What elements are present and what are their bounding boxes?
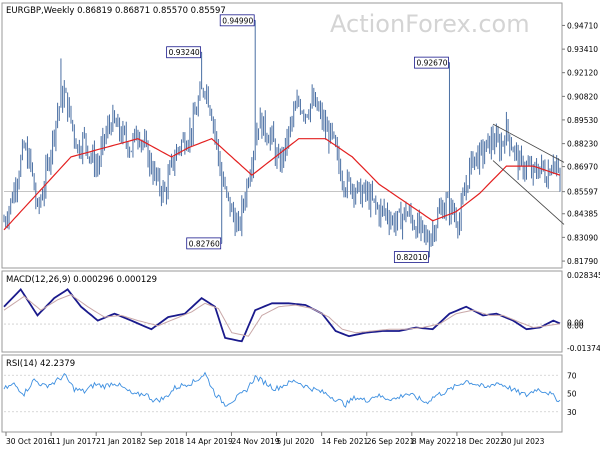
channel-lower-line (492, 160, 565, 225)
macd-tick-label: 0.00 (567, 321, 584, 330)
price-tick-label: 0.92120 (567, 69, 598, 78)
watermark: ActionForex.com (330, 10, 530, 38)
time-tick-label: 18 Dec 2022 (457, 437, 505, 446)
time-tick-label: 30 Jul 2023 (502, 437, 545, 446)
annotation-box (414, 56, 449, 69)
candles-group (3, 20, 561, 258)
macd-tick-label: 0.00 (567, 319, 584, 328)
rsi-line (3, 371, 561, 408)
price-tick-label: 0.86970 (567, 163, 598, 172)
annotation-label: 0.92670 (416, 59, 447, 68)
price-tick-label: 0.88230 (567, 140, 598, 149)
time-tick-label: 21 Jan 2018 (96, 437, 141, 446)
price-title: EURGBP,Weekly 0.86819 0.86871 0.85570 0.… (6, 6, 226, 16)
annotation-box (186, 237, 222, 250)
annotation-box (166, 46, 202, 59)
annotation-box (393, 251, 429, 263)
macd-tick-label: -0.013748 (567, 344, 600, 353)
price-tick-label: 0.81790 (567, 257, 598, 266)
price-panel (1, 2, 563, 269)
trend-channel (492, 123, 565, 225)
rsi-tick-label: 50 (567, 390, 577, 399)
price-tick-label: 0.84385 (567, 210, 598, 219)
macd-signal-line (3, 294, 561, 337)
rsi-title: RSI(14) 42.2379 (6, 359, 75, 369)
moving-average-group (3, 138, 561, 231)
time-tick-label: 24 Nov 2019 (231, 437, 279, 446)
time-tick-label: 5 Jul 2020 (277, 437, 315, 446)
annotation-box (219, 14, 255, 27)
price-tick-label: 0.89530 (567, 116, 598, 125)
price-tick-label: 0.90820 (567, 92, 598, 101)
annotation-label: 0.82760 (189, 239, 220, 248)
moving-average-line (3, 138, 561, 231)
price-tick-label: 0.83090 (567, 233, 598, 242)
price-axis: 0.94710 0.93410 0.92120 0.90820 0.89530 0.882… (4, 21, 598, 266)
time-tick-label: 26 Sep 2021 (367, 437, 415, 446)
price-annotations: 0.93240 0.94990 0.82760 0.92670 0.82010 (166, 14, 450, 263)
rsi-panel (1, 354, 563, 433)
time-tick-label: 11 Jun 2017 (51, 437, 96, 446)
channel-upper-line (492, 123, 565, 163)
time-tick-label: 30 Oct 2016 (6, 437, 53, 446)
current-price-label: 0.85597 (567, 188, 598, 197)
time-tick-label: 8 May 2022 (412, 437, 456, 446)
macd-tick-label: 0.028345 (567, 271, 600, 280)
time-tick-label: 14 Apr 2019 (186, 437, 233, 446)
rsi-series-group: 70 50 30 (3, 371, 577, 417)
annotation-label: 0.82010 (396, 253, 427, 262)
price-tick-label: 0.93410 (567, 45, 598, 54)
macd-line (3, 287, 561, 343)
time-tick-label: 14 Feb 2021 (322, 437, 369, 446)
time-tick-label: 2 Sep 2018 (141, 437, 184, 446)
rsi-tick-label: 30 (567, 408, 577, 417)
price-tick-label: 0.94710 (567, 21, 598, 30)
macd-title: MACD(12,26,9) 0.000296 0.000129 (6, 275, 157, 285)
rsi-tick-label: 70 (567, 371, 577, 380)
annotation-label: 0.93240 (169, 48, 200, 57)
annotation-label: 0.94990 (222, 16, 253, 25)
